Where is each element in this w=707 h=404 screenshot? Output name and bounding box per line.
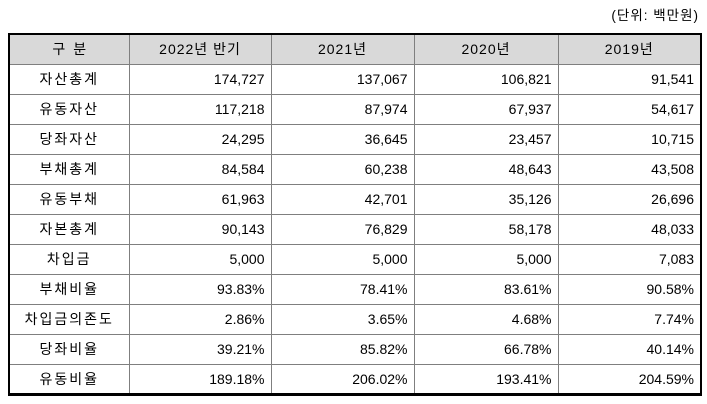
row-label: 자본총계 [8, 213, 130, 245]
cell-value: 106,821 [413, 63, 559, 95]
row-label: 유동비율 [8, 363, 130, 395]
cell-value: 90,143 [128, 213, 272, 245]
cell-value: 60,238 [270, 153, 415, 185]
cell-value: 206.02% [270, 363, 415, 395]
cell-value: 87,974 [270, 93, 415, 125]
cell-value: 39.21% [128, 333, 272, 365]
table-row: 당좌비율 39.21% 85.82% 66.78% 40.14% [8, 333, 702, 365]
cell-value: 36,645 [270, 123, 415, 155]
cell-value: 84,584 [128, 153, 272, 185]
table-row: 부채총계 84,584 60,238 48,643 43,508 [8, 153, 702, 185]
table-row: 유동자산 117,218 87,974 67,937 54,617 [8, 93, 702, 125]
cell-value: 91,541 [557, 63, 702, 95]
row-label: 유동자산 [8, 93, 130, 125]
cell-value: 78.41% [270, 273, 415, 305]
table-row: 차입금의존도 2.86% 3.65% 4.68% 7.74% [8, 303, 702, 335]
column-header: 2020년 [413, 33, 559, 65]
cell-value: 90.58% [557, 273, 702, 305]
cell-value: 43,508 [557, 153, 702, 185]
cell-value: 48,643 [413, 153, 559, 185]
column-header: 2021년 [270, 33, 415, 65]
cell-value: 61,963 [128, 183, 272, 215]
cell-value: 66.78% [413, 333, 559, 365]
cell-value: 26,696 [557, 183, 702, 215]
row-label: 자산총계 [8, 63, 130, 95]
cell-value: 7.74% [557, 303, 702, 335]
cell-value: 2.86% [128, 303, 272, 335]
cell-value: 193.41% [413, 363, 559, 395]
column-header: 2022년 반기 [128, 33, 272, 65]
cell-value: 4.68% [413, 303, 559, 335]
cell-value: 5,000 [128, 243, 272, 275]
cell-value: 204.59% [557, 363, 702, 395]
cell-value: 3.65% [270, 303, 415, 335]
cell-value: 137,067 [270, 63, 415, 95]
table-row: 부채비율 93.83% 78.41% 83.61% 90.58% [8, 273, 702, 305]
cell-value: 54,617 [557, 93, 702, 125]
cell-value: 58,178 [413, 213, 559, 245]
column-header: 2019년 [557, 33, 702, 65]
cell-value: 76,829 [270, 213, 415, 245]
cell-value: 85.82% [270, 333, 415, 365]
unit-label: (단위: 백만원) [611, 8, 699, 23]
cell-value: 48,033 [557, 213, 702, 245]
header-row: 구분 2022년 반기 2021년 2020년 2019년 [8, 33, 702, 65]
cell-value: 83.61% [413, 273, 559, 305]
cell-value: 42,701 [270, 183, 415, 215]
row-label: 부채총계 [8, 153, 130, 185]
cell-value: 93.83% [128, 273, 272, 305]
table-row: 유동부채 61,963 42,701 35,126 26,696 [8, 183, 702, 215]
cell-value: 174,727 [128, 63, 272, 95]
cell-value: 117,218 [128, 93, 272, 125]
table-row: 자본총계 90,143 76,829 58,178 48,033 [8, 213, 702, 245]
row-label: 차입금 [8, 243, 130, 275]
table-row: 당좌자산 24,295 36,645 23,457 10,715 [8, 123, 702, 155]
cell-value: 7,083 [557, 243, 702, 275]
table-header: 구분 2022년 반기 2021년 2020년 2019년 [8, 33, 702, 65]
row-label: 차입금의존도 [8, 303, 130, 335]
table-row: 자산총계 174,727 137,067 106,821 91,541 [8, 63, 702, 95]
cell-value: 189.18% [128, 363, 272, 395]
cell-value: 10,715 [557, 123, 702, 155]
cell-value: 23,457 [413, 123, 559, 155]
table-row: 유동비율 189.18% 206.02% 193.41% 204.59% [8, 363, 702, 395]
row-label: 유동부채 [8, 183, 130, 215]
row-label: 당좌비율 [8, 333, 130, 365]
cell-value: 5,000 [270, 243, 415, 275]
cell-value: 5,000 [413, 243, 559, 275]
table-body: 자산총계 174,727 137,067 106,821 91,541 유동자산 117,2… [8, 63, 702, 395]
table-row: 차입금 5,000 5,000 5,000 7,083 [8, 243, 702, 275]
cell-value: 35,126 [413, 183, 559, 215]
row-label: 부채비율 [8, 273, 130, 305]
financial-summary-table: 구분 2022년 반기 2021년 2020년 2019년 자산총계 174,727 137… [8, 33, 702, 396]
cell-value: 24,295 [128, 123, 272, 155]
column-header: 구분 [8, 33, 130, 65]
cell-value: 40.14% [557, 333, 702, 365]
row-label: 당좌자산 [8, 123, 130, 155]
cell-value: 67,937 [413, 93, 559, 125]
